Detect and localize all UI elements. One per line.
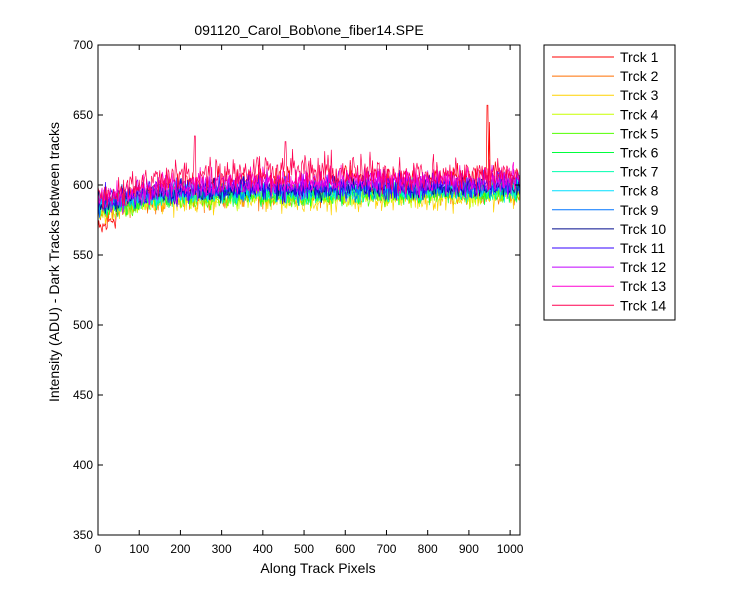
x-tick-label: 300 — [212, 542, 232, 556]
y-axis-ticks: 350 400 450 500 550 600 650 700 — [73, 38, 520, 542]
x-tick-label: 600 — [335, 542, 355, 556]
legend-label: Trck 11 — [620, 240, 665, 256]
axes-background — [98, 45, 520, 535]
y-tick-label: 700 — [73, 38, 93, 52]
legend-label: Trck 7 — [620, 164, 659, 180]
x-tick-label: 500 — [294, 542, 314, 556]
series-line-13 — [98, 161, 520, 212]
x-tick-label: 800 — [418, 542, 438, 556]
legend-label: Trck 3 — [620, 87, 659, 103]
y-tick-label: 400 — [73, 458, 93, 472]
axes-box — [97, 44, 521, 536]
legend-label: Trck 12 — [620, 259, 666, 275]
series-line-14 — [98, 135, 520, 212]
y-tick-label: 600 — [73, 178, 93, 192]
series-line-12 — [98, 164, 520, 214]
legend-label: Trck 1 — [620, 49, 659, 65]
legend-items: Trck 1 Trck 2 Trck 3 Trck 4 Trck 5 Trck 6 Trck… — [552, 49, 666, 313]
legend-label: Trck 4 — [620, 106, 659, 122]
series-layer — [98, 104, 520, 233]
legend-label: Trck 14 — [620, 297, 666, 313]
x-tick-label: 400 — [253, 542, 273, 556]
y-tick-label: 550 — [73, 248, 93, 262]
legend-label: Trck 5 — [620, 125, 659, 141]
legend: Trck 1 Trck 2 Trck 3 Trck 4 Trck 5 Trck 6 Trck… — [543, 44, 676, 321]
x-tick-label: 700 — [376, 542, 396, 556]
legend-label: Trck 10 — [620, 221, 666, 237]
x-tick-label: 0 — [95, 542, 102, 556]
plot-area: 0 100 200 300 400 500 600 700 800 900 1000 350 400 4… — [73, 38, 524, 556]
x-tick-label: 1000 — [497, 542, 524, 556]
y-tick-label: 450 — [73, 388, 93, 402]
y-tick-label: 650 — [73, 108, 93, 122]
legend-label: Trck 13 — [620, 278, 666, 294]
series-line-11 — [98, 169, 520, 220]
chart-title: 091120_Carol_Bob\one_fiber14.SPE — [194, 22, 423, 38]
x-tick-label: 900 — [459, 542, 479, 556]
y-axis-label: Intensity (ADU) - Dark Tracks between tr… — [46, 122, 62, 402]
legend-box — [543, 44, 676, 321]
x-axis-ticks: 0 100 200 300 400 500 600 700 800 900 1000 — [95, 45, 524, 556]
legend-label: Trck 8 — [620, 183, 659, 199]
x-tick-label: 100 — [129, 542, 149, 556]
y-tick-label: 350 — [73, 528, 93, 542]
legend-label: Trck 6 — [620, 145, 659, 161]
legend-label: Trck 9 — [620, 202, 659, 218]
y-tick-label: 500 — [73, 318, 93, 332]
x-axis-label: Along Track Pixels — [260, 560, 375, 576]
legend-label: Trck 2 — [620, 68, 659, 84]
x-tick-label: 200 — [170, 542, 190, 556]
